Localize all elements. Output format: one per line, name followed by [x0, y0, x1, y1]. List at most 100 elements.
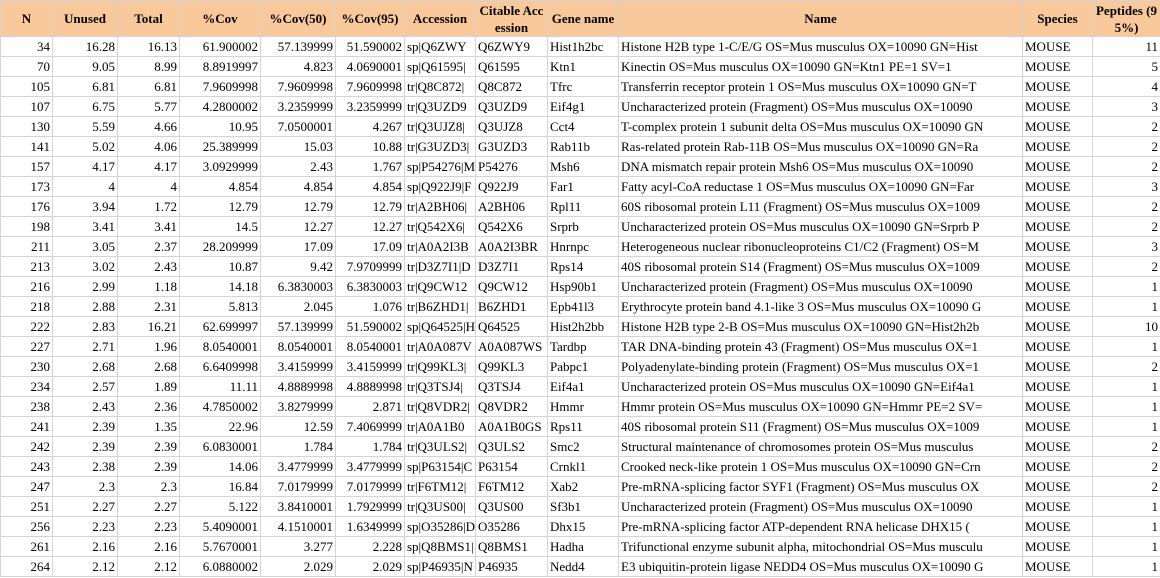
- cell: 25.389999: [179, 136, 261, 157]
- cell: Srprb: [547, 216, 619, 237]
- cell: MOUSE: [1022, 276, 1093, 297]
- cell: tr|Q3US00|: [404, 496, 476, 517]
- cell: P54276: [475, 156, 548, 177]
- cell: 251: [0, 496, 53, 517]
- cell: 4: [1092, 76, 1160, 97]
- table-row: 34 16.28 16.13 61.900002 57.139999 51.590002 s…: [0, 36, 1160, 57]
- cell: 3.4159999: [260, 356, 336, 377]
- cell: 2.43: [52, 396, 118, 417]
- cell: Nedd4: [547, 556, 619, 577]
- column-header: %Cov(95): [335, 0, 405, 37]
- cell: 2: [1092, 116, 1160, 137]
- cell: 2.83: [52, 316, 118, 337]
- cell: MOUSE: [1022, 296, 1093, 317]
- cell: 2.045: [260, 296, 336, 317]
- cell: Tardbp: [547, 336, 619, 357]
- cell: Ras-related protein Rab-11B OS=Mus muscu…: [618, 136, 1023, 157]
- cell: 6.75: [52, 96, 118, 117]
- cell: 6.3830003: [335, 276, 405, 297]
- cell: Q922J9: [475, 176, 548, 197]
- cell: tr|F6TM12|: [404, 476, 476, 497]
- cell: Tfrc: [547, 76, 619, 97]
- cell: 6.0880002: [179, 556, 261, 577]
- cell: 4.2800002: [179, 96, 261, 117]
- cell: 2.38: [52, 456, 118, 477]
- cell: MOUSE: [1022, 196, 1093, 217]
- cell: 1: [1092, 516, 1160, 537]
- cell: Q3TSJ4: [475, 376, 548, 397]
- cell: 4.66: [117, 116, 180, 137]
- cell: 5.02: [52, 136, 118, 157]
- cell: 5.122: [179, 496, 261, 517]
- cell: MOUSE: [1022, 236, 1093, 257]
- cell: Trifunctional enzyme subunit alpha, mito…: [618, 536, 1023, 557]
- cell: Erythrocyte protein band 4.1-like 3 OS=M…: [618, 296, 1023, 317]
- cell: F6TM12: [475, 476, 548, 497]
- cell: 9.05: [52, 56, 118, 77]
- cell: Q64525: [475, 316, 548, 337]
- cell: 3.8410001: [260, 496, 336, 517]
- cell: 176: [0, 196, 53, 217]
- cell: P63154: [475, 456, 548, 477]
- cell: 16.21: [117, 316, 180, 337]
- cell: 10.95: [179, 116, 261, 137]
- cell: 4.854: [260, 176, 336, 197]
- cell: 2.39: [52, 436, 118, 457]
- cell: 3.4159999: [335, 356, 405, 377]
- table-row: 218 2.88 2.31 5.813 2.045 1.076 tr|B6ZHD1| B6ZH…: [0, 296, 1160, 317]
- cell: tr|A2BH06|: [404, 196, 476, 217]
- cell: 173: [0, 176, 53, 197]
- cell: sp|Q6ZWY: [404, 36, 476, 57]
- cell: MOUSE: [1022, 516, 1093, 537]
- column-header: Accession: [404, 0, 476, 37]
- cell: 1.89: [117, 376, 180, 397]
- table-row: 141 5.02 4.06 25.389999 15.03 10.88 tr|G3UZD3|…: [0, 136, 1160, 157]
- cell: 10: [1092, 316, 1160, 337]
- cell: Eif4g1: [547, 96, 619, 117]
- cell: 2.71: [52, 336, 118, 357]
- cell: 57.139999: [260, 36, 336, 57]
- cell: 2.36: [117, 396, 180, 417]
- cell: 5.59: [52, 116, 118, 137]
- cell: 256: [0, 516, 53, 537]
- cell: Cct4: [547, 116, 619, 137]
- cell: 105: [0, 76, 53, 97]
- cell: 4: [117, 176, 180, 197]
- table-body: 34 16.28 16.13 61.900002 57.139999 51.590002 s…: [0, 36, 1160, 577]
- cell: P46935: [475, 556, 548, 577]
- table-row: 198 3.41 3.41 14.5 12.27 12.27 tr|Q542X6| Q542X…: [0, 216, 1160, 237]
- cell: MOUSE: [1022, 536, 1093, 557]
- column-header: %Cov: [179, 0, 261, 37]
- cell: 3: [1092, 96, 1160, 117]
- cell: MOUSE: [1022, 356, 1093, 377]
- cell: 1.767: [335, 156, 405, 177]
- cell: 2.43: [117, 256, 180, 277]
- cell: 1.076: [335, 296, 405, 317]
- cell: 1: [1092, 556, 1160, 577]
- cell: E3 ubiquitin-protein ligase NEDD4 OS=Mus…: [618, 556, 1023, 577]
- cell: 7.9609998: [179, 76, 261, 97]
- cell: 34: [0, 36, 53, 57]
- cell: 6.6409998: [179, 356, 261, 377]
- cell: 1: [1092, 416, 1160, 437]
- cell: 12.27: [335, 216, 405, 237]
- cell: 1.7929999: [335, 496, 405, 517]
- cell: sp|P46935|N: [404, 556, 476, 577]
- cell: 12.79: [260, 196, 336, 217]
- cell: 7.9609998: [260, 76, 336, 97]
- cell: Far1: [547, 176, 619, 197]
- cell: 6.81: [52, 76, 118, 97]
- cell: 2.16: [117, 536, 180, 557]
- cell: Uncharacterized protein (Fragment) OS=Mu…: [618, 276, 1023, 297]
- cell: MOUSE: [1022, 496, 1093, 517]
- cell: Hmmr: [547, 396, 619, 417]
- cell: 17.09: [335, 236, 405, 257]
- cell: Q542X6: [475, 216, 548, 237]
- cell: MOUSE: [1022, 436, 1093, 457]
- cell: Q3UZD9: [475, 96, 548, 117]
- cell: 2: [1092, 156, 1160, 177]
- cell: 14.5: [179, 216, 261, 237]
- cell: Rps14: [547, 256, 619, 277]
- cell: 5.813: [179, 296, 261, 317]
